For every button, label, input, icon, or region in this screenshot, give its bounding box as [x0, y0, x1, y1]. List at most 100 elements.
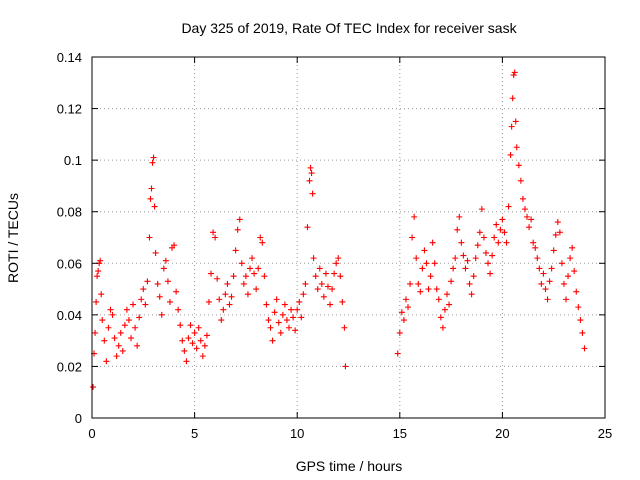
data-point — [577, 317, 584, 324]
data-point — [446, 301, 453, 308]
data-point — [548, 265, 555, 272]
data-point — [147, 195, 154, 202]
data-point — [247, 265, 254, 272]
data-point — [509, 95, 516, 102]
data-point — [132, 324, 139, 331]
data-point — [324, 283, 331, 290]
data-point — [464, 257, 471, 264]
data-point — [136, 314, 143, 321]
data-point — [571, 268, 578, 275]
data-point — [316, 265, 323, 272]
data-point — [261, 273, 268, 280]
data-point — [162, 257, 169, 264]
data-point — [468, 291, 475, 298]
data-point — [579, 329, 586, 336]
x-tick-label: 0 — [88, 426, 95, 441]
y-tick-label: 0.1 — [64, 153, 82, 168]
data-point — [429, 239, 436, 246]
data-point — [329, 286, 336, 293]
data-point — [306, 177, 313, 184]
data-point — [480, 234, 487, 241]
data-point — [493, 221, 500, 228]
data-point — [538, 280, 545, 287]
data-point — [271, 309, 278, 316]
y-axis-label: ROTI / TECUs — [5, 193, 21, 283]
data-point — [183, 358, 190, 365]
data-point — [117, 329, 124, 336]
data-point — [534, 255, 541, 262]
data-point — [485, 260, 492, 267]
data-point — [205, 298, 212, 305]
data-point — [127, 335, 134, 342]
data-point — [92, 329, 99, 336]
data-point — [309, 190, 316, 197]
data-point — [107, 306, 114, 313]
data-point — [187, 322, 194, 329]
data-point — [218, 317, 225, 324]
x-axis-label: GPS time / hours — [296, 458, 403, 474]
data-point — [567, 255, 574, 262]
data-point — [103, 358, 110, 365]
data-point — [333, 260, 340, 267]
x-tick-label: 10 — [290, 426, 304, 441]
x-tick-label: 25 — [598, 426, 612, 441]
data-point — [517, 177, 524, 184]
data-point — [222, 291, 229, 298]
data-point — [238, 260, 245, 267]
data-point — [242, 273, 249, 280]
data-point — [90, 384, 97, 391]
data-point — [452, 255, 459, 262]
data-point — [411, 213, 418, 220]
x-tick-label: 20 — [495, 426, 509, 441]
data-point — [269, 337, 276, 344]
data-point — [259, 239, 266, 246]
data-point — [302, 280, 309, 287]
data-point — [508, 123, 515, 130]
data-point — [558, 260, 565, 267]
data-point — [177, 322, 184, 329]
data-point — [528, 216, 535, 223]
data-point — [417, 288, 424, 295]
data-point — [210, 229, 217, 236]
data-point — [540, 270, 547, 277]
data-points — [90, 69, 588, 391]
data-point — [154, 280, 161, 287]
data-point — [189, 340, 196, 347]
data-point — [267, 324, 274, 331]
data-point — [581, 345, 588, 352]
data-point — [253, 286, 260, 293]
data-point — [499, 216, 506, 223]
data-point — [257, 234, 264, 241]
data-point — [275, 319, 282, 326]
y-tick-label: 0 — [75, 411, 82, 426]
data-point — [443, 291, 450, 298]
data-point — [158, 311, 165, 318]
data-point — [550, 247, 557, 254]
data-point — [292, 327, 299, 334]
data-point — [456, 213, 463, 220]
x-tick-label: 15 — [393, 426, 407, 441]
data-point — [314, 286, 321, 293]
data-point — [193, 345, 200, 352]
data-point — [460, 252, 467, 259]
data-point — [138, 296, 145, 303]
data-point — [450, 265, 457, 272]
data-point — [151, 203, 158, 210]
data-point — [214, 275, 221, 282]
data-point — [240, 280, 247, 287]
data-point — [427, 273, 434, 280]
data-point — [283, 317, 290, 324]
data-point — [249, 255, 256, 262]
y-tick-label: 0.04 — [57, 308, 82, 323]
data-point — [454, 226, 461, 233]
data-point — [109, 311, 116, 318]
data-point — [503, 239, 510, 246]
data-point — [489, 252, 496, 259]
data-point — [164, 278, 171, 285]
data-point — [563, 296, 570, 303]
data-point — [144, 278, 151, 285]
data-point — [97, 257, 104, 264]
data-point — [530, 239, 537, 246]
data-point — [400, 317, 407, 324]
